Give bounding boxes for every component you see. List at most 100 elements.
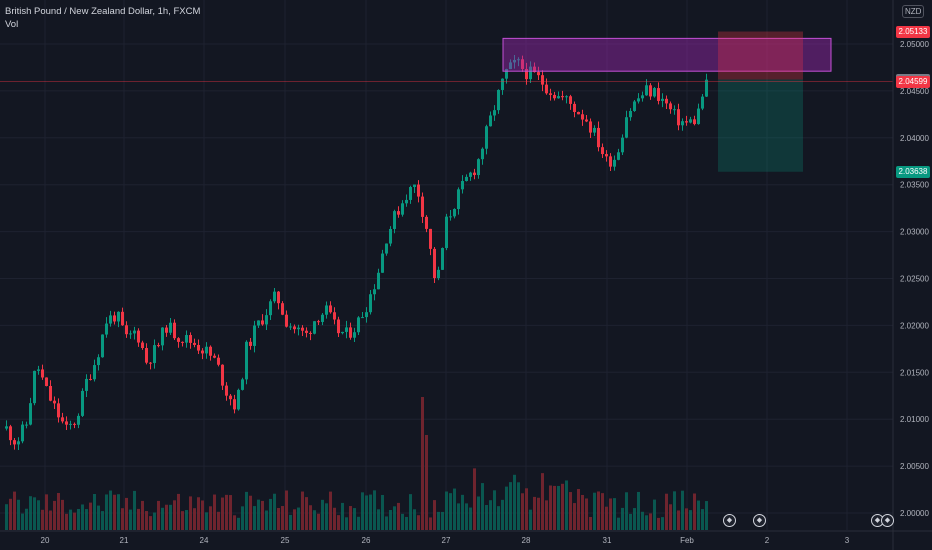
price-tick-label: 2.01500: [900, 368, 929, 377]
candle-body: [569, 96, 572, 104]
candle-body: [305, 330, 308, 333]
candle-body: [417, 184, 420, 197]
time-tick-label: 31: [603, 536, 612, 545]
volume-bar: [133, 490, 136, 530]
candle-body: [441, 248, 444, 270]
price-tick-label: 2.00000: [900, 509, 929, 518]
volume-bar: [581, 494, 584, 530]
candle-body: [69, 423, 72, 425]
price-tick-label: 2.00500: [900, 462, 929, 471]
candle-body: [313, 321, 316, 334]
volume-bar: [425, 435, 428, 530]
volume-bar: [121, 508, 124, 530]
volume-bar: [153, 512, 156, 530]
volume-bar: [533, 496, 536, 530]
volume-bar: [129, 509, 132, 530]
candle-body: [465, 176, 468, 182]
volume-bar: [437, 511, 440, 530]
candle-body: [489, 115, 492, 127]
candle-body: [433, 248, 436, 279]
volume-bar: [197, 497, 200, 530]
candle-body: [285, 314, 288, 327]
candle-body: [269, 301, 272, 316]
candle-body: [281, 303, 284, 315]
volume-bar: [361, 492, 364, 530]
volume-bar: [241, 506, 244, 530]
volume-bar: [89, 502, 92, 530]
candle-body: [221, 364, 224, 386]
volume-bar: [413, 509, 416, 530]
candle-body: [513, 59, 516, 63]
candle-body: [89, 378, 92, 380]
volume-bar: [337, 515, 340, 530]
volume-bar: [509, 482, 512, 530]
volume-bar: [345, 517, 348, 530]
volume-bar: [113, 494, 116, 530]
candle-body: [377, 272, 380, 290]
candle-body: [581, 114, 584, 120]
economic-event-icon[interactable]: ◆: [881, 514, 894, 527]
volume-bar: [201, 500, 204, 530]
time-tick-label: 25: [281, 536, 290, 545]
candle-body: [625, 117, 628, 138]
volume-bar: [473, 468, 476, 530]
volume-bar: [105, 494, 108, 530]
volume-bar: [289, 514, 292, 530]
candle-body: [333, 312, 336, 320]
volume-bar: [185, 510, 188, 530]
candle-body: [165, 327, 168, 333]
price-tag: 2.03638: [896, 165, 930, 178]
candle-body: [389, 228, 392, 244]
candle-body: [485, 126, 488, 149]
economic-event-icon[interactable]: ◆: [723, 514, 736, 527]
volume-bar: [637, 491, 640, 530]
volume-bar: [73, 512, 76, 530]
volume-bar: [401, 513, 404, 530]
candle-body: [665, 98, 668, 104]
symbol-title[interactable]: British Pound / New Zealand Dollar, 1h, …: [5, 6, 201, 17]
candle-body: [233, 399, 236, 410]
price-tick-label: 2.03000: [900, 228, 929, 237]
candle-body: [185, 335, 188, 343]
candle-body: [273, 291, 276, 302]
volume-bar: [305, 497, 308, 530]
candle-body: [277, 291, 280, 304]
candle-body: [297, 327, 300, 330]
volume-bar: [165, 504, 168, 530]
volume-bar: [101, 511, 104, 530]
candle-body: [425, 216, 428, 229]
candle-body: [681, 121, 684, 126]
volume-bar: [189, 496, 192, 530]
candle-body: [585, 119, 588, 122]
candle-body: [317, 321, 320, 323]
volume-bar: [493, 490, 496, 530]
candle-body: [381, 253, 384, 273]
volume-bar: [573, 503, 576, 530]
candle-body: [81, 390, 84, 416]
candle-body: [693, 119, 696, 125]
candle-body: [145, 348, 148, 363]
candle-body: [109, 315, 112, 324]
volume-bar: [249, 495, 252, 530]
volume-bar: [565, 480, 568, 530]
candle-body: [369, 294, 372, 313]
volume-bar: [69, 509, 72, 530]
volume-bar: [445, 491, 448, 530]
candle-body: [397, 211, 400, 215]
volume-bar: [373, 490, 376, 530]
economic-event-icon[interactable]: ◆: [753, 514, 766, 527]
candle-body: [501, 78, 504, 90]
candle-body: [57, 403, 60, 418]
candle-body: [237, 389, 240, 410]
volume-label[interactable]: Vol: [5, 19, 19, 30]
volume-bar: [349, 506, 352, 530]
volume-bar: [93, 493, 96, 530]
candle-body: [525, 68, 528, 80]
volume-bar: [77, 508, 80, 530]
time-tick-label: 26: [362, 536, 371, 545]
volume-bar: [601, 493, 604, 530]
candle-body: [153, 345, 156, 364]
currency-badge[interactable]: NZD: [902, 5, 925, 18]
